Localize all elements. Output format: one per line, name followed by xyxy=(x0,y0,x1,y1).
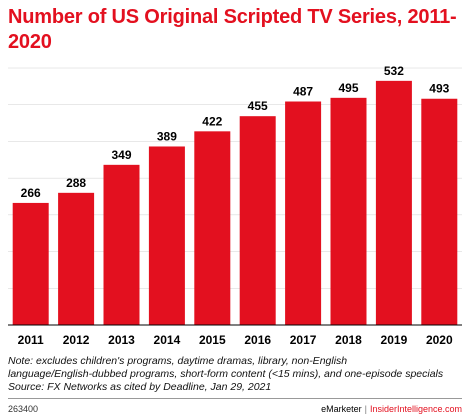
chart-notes: Note: excludes children's programs, dayt… xyxy=(8,355,468,394)
x-tick-label-2013: 2013 xyxy=(108,333,135,347)
x-tick-label-2011: 2011 xyxy=(18,333,44,347)
note-line-1: Note: excludes children's programs, dayt… xyxy=(8,355,348,367)
bar-2011 xyxy=(12,202,49,325)
bar-2016 xyxy=(239,116,276,325)
bar-2013 xyxy=(103,164,140,325)
x-tick-label-2019: 2019 xyxy=(381,333,408,347)
x-tick-label-2016: 2016 xyxy=(244,333,271,347)
chart-id: 263400 xyxy=(8,404,39,414)
data-label-2013: 349 xyxy=(111,148,131,162)
x-tick-label-2017: 2017 xyxy=(290,333,317,347)
bar-2019 xyxy=(375,80,412,325)
bar-2017 xyxy=(285,101,322,325)
data-label-2011: 266 xyxy=(21,186,41,200)
footer-divider xyxy=(8,398,462,399)
data-label-2012: 288 xyxy=(66,176,86,190)
source-line: Source: FX Networks as cited by Deadline… xyxy=(8,381,272,393)
bar-2015 xyxy=(194,131,231,325)
x-tick-label-2020: 2020 xyxy=(426,333,453,347)
x-tick-label-2014: 2014 xyxy=(154,333,181,347)
emarketer-brand: eMarketer xyxy=(321,404,362,414)
bar-chart: 266 2011 288 2012 349 2013 389 2014 422 2015 455 20… xyxy=(8,64,462,347)
chart-title: Number of US Original Scripted TV Series… xyxy=(8,6,457,53)
bar-2012 xyxy=(58,192,95,325)
brand-separator: | xyxy=(364,404,367,414)
bar-2014 xyxy=(148,146,185,325)
footer-brands: eMarketer | InsiderIntelligence.com xyxy=(321,404,462,414)
bar-2018 xyxy=(330,97,367,326)
note-line-2: language/English-dubbed programs, short-… xyxy=(8,368,444,380)
data-label-2014: 389 xyxy=(157,129,177,143)
data-label-2017: 487 xyxy=(293,85,313,99)
data-label-2020: 493 xyxy=(429,82,449,96)
insider-intelligence-link[interactable]: InsiderIntelligence.com xyxy=(369,404,462,414)
x-tick-label-2012: 2012 xyxy=(63,333,90,347)
x-tick-label-2015: 2015 xyxy=(199,333,226,347)
data-label-2018: 495 xyxy=(338,81,358,95)
data-label-2016: 455 xyxy=(248,99,268,113)
data-label-2019: 532 xyxy=(384,64,404,78)
x-tick-label-2018: 2018 xyxy=(335,333,362,347)
chart-area: 266 2011 288 2012 349 2013 389 2014 422 2015 455 20… xyxy=(8,64,462,347)
data-label-2015: 422 xyxy=(202,114,222,128)
bar-2020 xyxy=(421,98,458,325)
